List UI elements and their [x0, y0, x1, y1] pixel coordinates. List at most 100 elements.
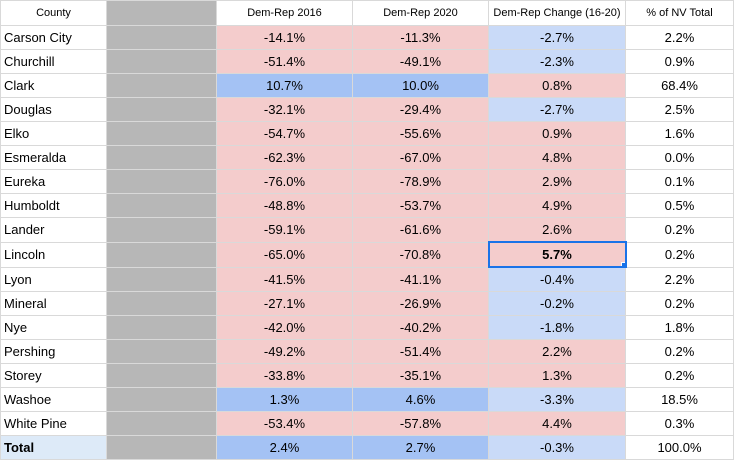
dem-rep-2020-cell[interactable]: -61.6%: [352, 217, 489, 243]
header-dem-rep-change[interactable]: Dem-Rep Change (16-20): [488, 0, 626, 26]
county-cell[interactable]: Douglas: [0, 97, 107, 122]
dem-rep-2016-cell[interactable]: -33.8%: [216, 363, 353, 388]
blank-cell[interactable]: [106, 49, 217, 74]
dem-rep-change-cell[interactable]: 2.6%: [488, 217, 626, 243]
dem-rep-change-cell[interactable]: -0.2%: [488, 291, 626, 316]
dem-rep-2016-cell[interactable]: -27.1%: [216, 291, 353, 316]
blank-cell[interactable]: [106, 121, 217, 146]
county-cell[interactable]: Nye: [0, 315, 107, 340]
blank-cell[interactable]: [106, 339, 217, 364]
dem-rep-2020-cell[interactable]: -78.9%: [352, 169, 489, 194]
dem-rep-change-cell[interactable]: 1.3%: [488, 363, 626, 388]
dem-rep-change-cell[interactable]: -0.4%: [488, 266, 626, 292]
nv-share-cell[interactable]: 0.5%: [625, 193, 734, 218]
dem-rep-2016-cell[interactable]: 2.4%: [216, 435, 353, 460]
blank-cell[interactable]: [106, 145, 217, 170]
dem-rep-change-cell[interactable]: -1.8%: [488, 315, 626, 340]
nv-share-cell[interactable]: 0.2%: [625, 291, 734, 316]
dem-rep-2016-cell[interactable]: -49.2%: [216, 339, 353, 364]
fill-handle[interactable]: [620, 262, 624, 265]
nv-share-cell[interactable]: 18.5%: [625, 387, 734, 412]
nv-share-cell[interactable]: 100.0%: [625, 435, 734, 460]
dem-rep-2020-cell[interactable]: -51.4%: [352, 339, 489, 364]
dem-rep-2020-cell[interactable]: 10.0%: [352, 73, 489, 98]
dem-rep-2020-cell[interactable]: -70.8%: [352, 241, 489, 268]
nv-share-cell[interactable]: 2.5%: [625, 97, 734, 122]
dem-rep-2020-cell[interactable]: 2.7%: [352, 435, 489, 460]
nv-share-cell[interactable]: 0.2%: [625, 363, 734, 388]
nv-share-cell[interactable]: 1.8%: [625, 315, 734, 340]
county-cell[interactable]: Pershing: [0, 339, 107, 364]
dem-rep-2016-cell[interactable]: 10.7%: [216, 73, 353, 98]
nv-share-cell[interactable]: 1.6%: [625, 121, 734, 146]
blank-cell[interactable]: [106, 363, 217, 388]
dem-rep-2016-cell[interactable]: -51.4%: [216, 49, 353, 74]
dem-rep-2020-cell[interactable]: -35.1%: [352, 363, 489, 388]
nv-share-cell[interactable]: 68.4%: [625, 73, 734, 98]
dem-rep-change-cell[interactable]: -2.3%: [488, 49, 626, 74]
dem-rep-change-cell[interactable]: -2.7%: [488, 97, 626, 122]
dem-rep-2016-cell[interactable]: -59.1%: [216, 217, 353, 243]
blank-cell[interactable]: [106, 266, 217, 292]
dem-rep-2020-cell[interactable]: 4.6%: [352, 387, 489, 412]
dem-rep-2020-cell[interactable]: -53.7%: [352, 193, 489, 218]
dem-rep-2016-cell[interactable]: -14.1%: [216, 25, 353, 50]
header-county[interactable]: County: [0, 0, 107, 26]
county-cell[interactable]: Clark: [0, 73, 107, 98]
county-cell[interactable]: Total: [0, 435, 107, 460]
blank-cell[interactable]: [106, 387, 217, 412]
selected-cell[interactable]: 5.7%: [487, 241, 627, 268]
dem-rep-change-cell[interactable]: 4.9%: [488, 193, 626, 218]
dem-rep-2016-cell[interactable]: -41.5%: [216, 266, 353, 292]
dem-rep-2016-cell[interactable]: -65.0%: [216, 241, 353, 268]
county-cell[interactable]: Washoe: [0, 387, 107, 412]
dem-rep-change-cell[interactable]: -0.3%: [488, 435, 626, 460]
dem-rep-2016-cell[interactable]: -53.4%: [216, 411, 353, 436]
county-cell[interactable]: Lyon: [0, 266, 107, 292]
dem-rep-change-cell[interactable]: 2.2%: [488, 339, 626, 364]
dem-rep-change-cell[interactable]: -2.7%: [488, 25, 626, 50]
dem-rep-change-cell[interactable]: 4.4%: [488, 411, 626, 436]
nv-share-cell[interactable]: 0.9%: [625, 49, 734, 74]
dem-rep-change-cell[interactable]: 4.8%: [488, 145, 626, 170]
dem-rep-2020-cell[interactable]: -29.4%: [352, 97, 489, 122]
county-cell[interactable]: Lander: [0, 217, 107, 243]
dem-rep-change-cell[interactable]: 0.9%: [488, 121, 626, 146]
header-blank[interactable]: [106, 0, 217, 26]
header-nv-share[interactable]: % of NV Total: [625, 0, 734, 26]
dem-rep-2020-cell[interactable]: -49.1%: [352, 49, 489, 74]
dem-rep-2016-cell[interactable]: -32.1%: [216, 97, 353, 122]
nv-share-cell[interactable]: 0.2%: [625, 217, 734, 243]
county-cell[interactable]: Elko: [0, 121, 107, 146]
dem-rep-change-cell[interactable]: 2.9%: [488, 169, 626, 194]
county-cell[interactable]: Lincoln: [0, 241, 107, 268]
blank-cell[interactable]: [106, 217, 217, 243]
dem-rep-change-cell[interactable]: -3.3%: [488, 387, 626, 412]
dem-rep-2016-cell[interactable]: -48.8%: [216, 193, 353, 218]
blank-cell[interactable]: [106, 241, 217, 268]
blank-cell[interactable]: [106, 193, 217, 218]
blank-cell[interactable]: [106, 291, 217, 316]
dem-rep-2020-cell[interactable]: -57.8%: [352, 411, 489, 436]
county-cell[interactable]: Mineral: [0, 291, 107, 316]
county-cell[interactable]: Storey: [0, 363, 107, 388]
dem-rep-2020-cell[interactable]: -11.3%: [352, 25, 489, 50]
blank-cell[interactable]: [106, 411, 217, 436]
nv-share-cell[interactable]: 0.0%: [625, 145, 734, 170]
county-cell[interactable]: Esmeralda: [0, 145, 107, 170]
county-cell[interactable]: White Pine: [0, 411, 107, 436]
blank-cell[interactable]: [106, 73, 217, 98]
nv-share-cell[interactable]: 0.1%: [625, 169, 734, 194]
dem-rep-2020-cell[interactable]: -26.9%: [352, 291, 489, 316]
blank-cell[interactable]: [106, 97, 217, 122]
dem-rep-2020-cell[interactable]: -55.6%: [352, 121, 489, 146]
nv-share-cell[interactable]: 0.2%: [625, 241, 734, 268]
dem-rep-2016-cell[interactable]: -62.3%: [216, 145, 353, 170]
blank-cell[interactable]: [106, 435, 217, 460]
header-dem-rep-2016[interactable]: Dem-Rep 2016: [216, 0, 353, 26]
county-cell[interactable]: Churchill: [0, 49, 107, 74]
dem-rep-2016-cell[interactable]: -54.7%: [216, 121, 353, 146]
dem-rep-change-cell[interactable]: 0.8%: [488, 73, 626, 98]
blank-cell[interactable]: [106, 169, 217, 194]
dem-rep-2020-cell[interactable]: -40.2%: [352, 315, 489, 340]
